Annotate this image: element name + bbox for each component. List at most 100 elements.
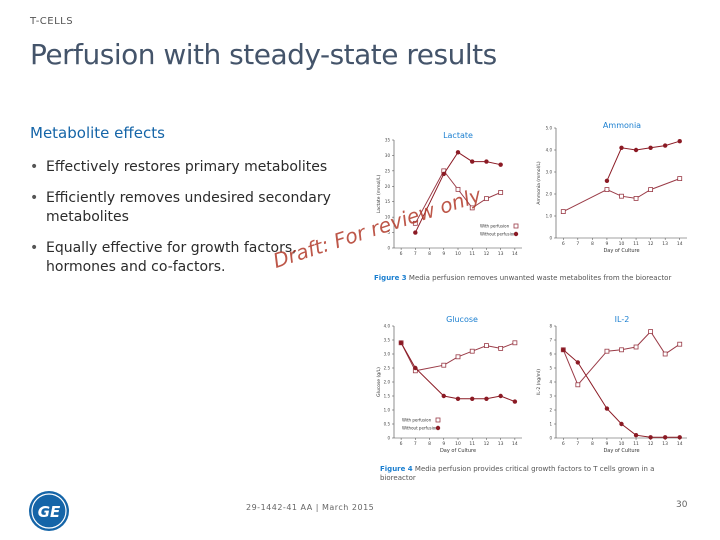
data-point-with-perfusion [633, 196, 639, 201]
x-tick-label: 14 [677, 441, 683, 447]
data-point-without-perfusion [441, 393, 446, 399]
y-axis-label: Ammonia (mmol/L) [536, 161, 542, 204]
y-tick-label: 20 [385, 184, 391, 189]
y-tick-label: 3 [549, 394, 552, 399]
legend-label: Without perfusion [480, 232, 516, 237]
lactate-chart: Lactate 0 5 10 15 20 25 30 35 6 7 8 9 10 11 12 13 14 Lacta… [376, 131, 522, 257]
y-tick-label: 0 [387, 246, 390, 251]
y-tick-label: 0 [549, 236, 552, 241]
x-tick-label: 14 [512, 441, 518, 447]
x-tick-label: 7 [576, 241, 579, 247]
legend-label: Without perfusion [402, 426, 438, 431]
chart-title: Ammonia [603, 121, 641, 130]
x-tick-label: 6 [562, 241, 565, 247]
bullet-item: Efficiently removes undesired secondary … [30, 189, 360, 227]
y-tick-label: 1 [549, 422, 552, 427]
legend-label: With perfusion [402, 418, 432, 423]
y-tick-label: 2.5 [384, 366, 391, 371]
data-point-with-perfusion [619, 347, 624, 353]
x-tick-label: 7 [414, 441, 417, 447]
x-tick-label: 9 [442, 441, 445, 447]
data-point-with-perfusion [484, 343, 489, 349]
data-point-without-perfusion [398, 340, 404, 345]
data-point-without-perfusion [484, 159, 489, 164]
x-tick-label: 6 [562, 441, 565, 447]
bullet-item: Equally effective for growth factors, ho… [30, 239, 360, 277]
page-title: Perfusion with steady-state results [30, 38, 497, 71]
series-line-with-perfusion [563, 178, 680, 213]
data-point-without-perfusion [633, 147, 639, 153]
data-point-without-perfusion [413, 230, 418, 235]
y-tick-label: 2.0 [384, 380, 391, 385]
y-tick-label: 2 [549, 408, 552, 413]
x-tick-label: 11 [633, 441, 639, 447]
x-tick-label: 7 [576, 441, 579, 447]
y-tick-label: 7 [549, 338, 552, 343]
data-point-with-perfusion [498, 346, 504, 351]
x-tick-label: 12 [484, 251, 490, 257]
page-number: 30 [676, 500, 688, 510]
data-point-with-perfusion [648, 329, 654, 335]
legend-marker-with-perfusion [513, 223, 519, 229]
data-point-with-perfusion [469, 348, 475, 354]
y-tick-label: 3.5 [384, 338, 391, 343]
y-tick-label: 3.0 [384, 352, 391, 357]
legend-marker-without-perfusion [513, 231, 519, 237]
x-tick-label: 13 [498, 251, 504, 257]
data-point-with-perfusion [560, 209, 566, 214]
data-point-without-perfusion [619, 421, 624, 427]
figure-4-text: Media perfusion provides critical growth… [380, 465, 655, 482]
figure-3-label: Figure 3 [374, 274, 407, 282]
y-tick-label: 5 [549, 366, 552, 371]
x-tick-label: 12 [648, 441, 654, 447]
data-point-without-perfusion [604, 406, 610, 411]
y-tick-label: 10 [385, 215, 391, 220]
ge-logo-text: GE [38, 503, 61, 521]
figure-4-label: Figure 4 [380, 465, 413, 473]
legend-label: With perfusion [480, 224, 510, 229]
figure-3-text: Media perfusion removes unwanted waste m… [408, 274, 672, 282]
data-point-without-perfusion [455, 150, 461, 155]
y-tick-label: 15 [385, 199, 391, 204]
data-point-with-perfusion [455, 354, 461, 360]
x-tick-label: 10 [619, 441, 625, 447]
x-tick-label: 8 [591, 241, 594, 247]
x-tick-label: 12 [648, 241, 654, 247]
series-line-without-perfusion [414, 151, 501, 233]
series-line-without-perfusion [606, 140, 680, 182]
y-tick-label: 2.0 [546, 192, 553, 197]
data-point-with-perfusion [633, 344, 639, 350]
data-point-without-perfusion [619, 145, 624, 150]
x-tick-label: 11 [633, 241, 639, 247]
y-tick-label: 4 [549, 380, 552, 385]
data-point-with-perfusion [441, 362, 447, 368]
data-point-without-perfusion [512, 399, 518, 404]
y-tick-label: 35 [385, 138, 391, 143]
y-axis-label: Glucose (g/L) [376, 367, 382, 397]
x-tick-label: 10 [455, 251, 461, 257]
data-point-without-perfusion [484, 396, 489, 401]
x-tick-label: 9 [606, 441, 609, 447]
data-point-without-perfusion [413, 365, 418, 371]
y-tick-label: 0 [549, 436, 552, 441]
bullet-item: Effectively restores primary metabolites [30, 158, 360, 177]
data-point-without-perfusion [470, 159, 475, 164]
data-point-with-perfusion [469, 205, 475, 211]
data-point-without-perfusion [561, 347, 566, 352]
x-axis-label: Day of Culture [603, 448, 639, 454]
series-line-without-perfusion [562, 349, 680, 438]
data-point-without-perfusion [498, 393, 503, 399]
x-tick-label: 14 [677, 241, 683, 247]
x-tick-label: 10 [619, 241, 625, 247]
glucose-chart: Glucose 0 0.5 1.0 1.5 2.0 2.5 3.0 3.5 4.0 6 7 8 9 10 11… [376, 315, 522, 454]
series-line-with-perfusion [562, 330, 681, 386]
x-tick-label: 12 [484, 441, 490, 447]
x-tick-label: 10 [455, 441, 461, 447]
data-point-without-perfusion [470, 396, 475, 401]
x-tick-label: 9 [606, 241, 609, 247]
y-tick-label: 30 [385, 153, 391, 158]
data-point-with-perfusion [677, 341, 683, 347]
data-point-with-perfusion [604, 348, 610, 354]
data-point-without-perfusion [441, 171, 446, 177]
